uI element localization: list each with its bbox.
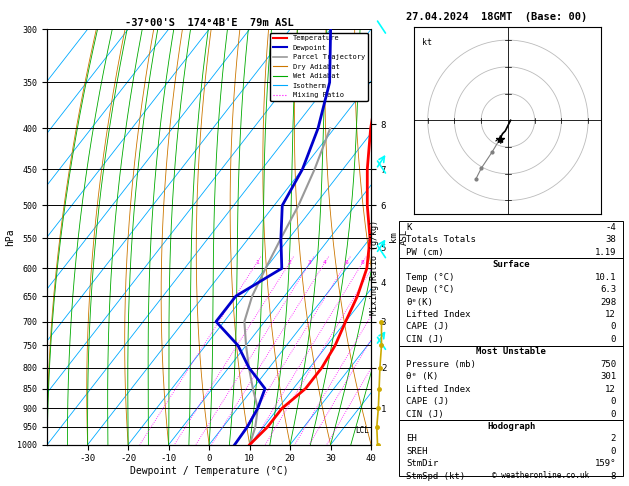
Text: 159°: 159°: [594, 459, 616, 469]
Text: 10.1: 10.1: [594, 273, 616, 282]
Text: 0: 0: [611, 335, 616, 344]
Text: θᵉ (K): θᵉ (K): [406, 372, 438, 381]
Text: Most Unstable: Most Unstable: [476, 347, 546, 356]
Bar: [399, 221, 623, 259]
Y-axis label: km
ASL: km ASL: [389, 229, 408, 245]
Text: 2: 2: [288, 260, 292, 265]
Legend: Temperature, Dewpoint, Parcel Trajectory, Dry Adiabat, Wet Adiabat, Isotherm, Mi: Temperature, Dewpoint, Parcel Trajectory…: [270, 33, 367, 101]
Text: 750: 750: [600, 360, 616, 369]
Text: CIN (J): CIN (J): [406, 335, 443, 344]
Text: θᵉ(K): θᵉ(K): [406, 297, 433, 307]
Text: PW (cm): PW (cm): [406, 248, 443, 257]
Text: 8: 8: [360, 260, 364, 265]
Text: 0: 0: [611, 322, 616, 331]
Bar: [399, 420, 623, 476]
Text: K: K: [406, 223, 411, 232]
Text: Totals Totals: Totals Totals: [406, 235, 476, 244]
Text: © weatheronline.co.uk: © weatheronline.co.uk: [493, 471, 589, 480]
Text: Dewp (°C): Dewp (°C): [406, 285, 455, 294]
Text: 1.19: 1.19: [594, 248, 616, 257]
Text: 2: 2: [611, 434, 616, 443]
Bar: [399, 346, 623, 420]
Text: 298: 298: [600, 297, 616, 307]
Title: -37°00'S  174°4B'E  79m ASL: -37°00'S 174°4B'E 79m ASL: [125, 18, 294, 28]
Text: EH: EH: [406, 434, 417, 443]
Text: Lifted Index: Lifted Index: [406, 384, 470, 394]
Bar: [399, 259, 623, 346]
Text: 12: 12: [605, 384, 616, 394]
Text: 6.3: 6.3: [600, 285, 616, 294]
Text: 0: 0: [611, 447, 616, 456]
Text: StmDir: StmDir: [406, 459, 438, 469]
Text: StmSpd (kt): StmSpd (kt): [406, 472, 465, 481]
Text: CIN (J): CIN (J): [406, 410, 443, 418]
Text: Hodograph: Hodograph: [487, 422, 535, 431]
Text: 12: 12: [605, 310, 616, 319]
Text: Temp (°C): Temp (°C): [406, 273, 455, 282]
Text: 0: 0: [611, 410, 616, 418]
Y-axis label: hPa: hPa: [4, 228, 14, 246]
X-axis label: Dewpoint / Temperature (°C): Dewpoint / Temperature (°C): [130, 466, 289, 476]
Text: 27.04.2024  18GMT  (Base: 00): 27.04.2024 18GMT (Base: 00): [406, 12, 587, 22]
Text: 3: 3: [308, 260, 312, 265]
Text: 38: 38: [605, 235, 616, 244]
Text: 301: 301: [600, 372, 616, 381]
Text: kt: kt: [423, 38, 432, 48]
Text: LCL: LCL: [355, 426, 369, 435]
Text: -4: -4: [605, 223, 616, 232]
Text: 0: 0: [611, 397, 616, 406]
Text: Lifted Index: Lifted Index: [406, 310, 470, 319]
Text: 6: 6: [345, 260, 348, 265]
Text: Mixing Ratio (g/kg): Mixing Ratio (g/kg): [370, 220, 379, 315]
Text: CAPE (J): CAPE (J): [406, 397, 449, 406]
Text: Pressure (mb): Pressure (mb): [406, 360, 476, 369]
Text: 1: 1: [255, 260, 259, 265]
Text: 8: 8: [611, 472, 616, 481]
Text: SREH: SREH: [406, 447, 428, 456]
Text: CAPE (J): CAPE (J): [406, 322, 449, 331]
Text: Surface: Surface: [493, 260, 530, 269]
Text: 4: 4: [323, 260, 326, 265]
